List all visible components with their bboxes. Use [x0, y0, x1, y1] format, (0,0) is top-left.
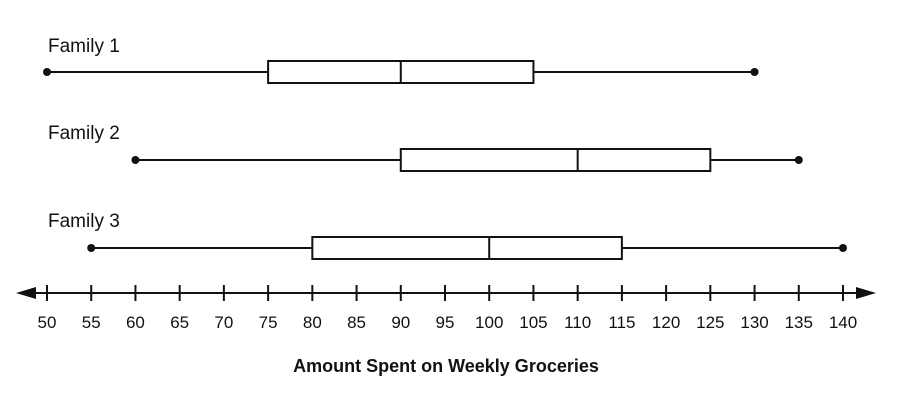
- tick-label: 50: [38, 313, 57, 332]
- tick-label: 120: [652, 313, 680, 332]
- tick-label: 100: [475, 313, 503, 332]
- tick-label: 95: [436, 313, 455, 332]
- min-point: [87, 244, 96, 252]
- box-plot-family-3: Family 3: [48, 211, 847, 260]
- right-arrow-icon: [856, 287, 876, 299]
- iqr-box: [399, 148, 712, 172]
- box-plot-family-2: Family 2: [48, 123, 803, 172]
- min-point: [43, 68, 51, 76]
- box-plots: Family 1 Family 2 Family 3: [43, 36, 847, 260]
- iqr-box: [311, 236, 623, 260]
- max-point: [839, 244, 847, 252]
- min-point: [131, 156, 140, 164]
- tick-label: 105: [519, 313, 547, 332]
- tick-label: 115: [608, 313, 635, 332]
- family-label: Family 1: [48, 36, 120, 57]
- max-point: [750, 68, 759, 76]
- axis-title: Amount Spent on Weekly Groceries: [293, 356, 599, 376]
- tick-label: 130: [740, 313, 768, 332]
- left-arrow-icon: [16, 287, 36, 299]
- tick-label: 75: [259, 313, 278, 332]
- tick-label: 90: [391, 313, 410, 332]
- tick-label: 140: [829, 313, 857, 332]
- tick-label: 80: [303, 313, 322, 332]
- tick-label: 65: [170, 313, 189, 332]
- tick-label: 55: [82, 313, 101, 332]
- tick-label: 125: [696, 313, 724, 332]
- tick-label: 135: [785, 313, 813, 332]
- family-label: Family 3: [48, 211, 120, 232]
- family-label: Family 2: [48, 123, 120, 144]
- tick-label: 70: [214, 313, 233, 332]
- box-plot-family-1: Family 1: [43, 36, 759, 84]
- tick-label: 110: [564, 313, 591, 332]
- tick-label: 60: [126, 313, 145, 332]
- number-line-axis: 50 55 60 65 70 75 80 85 90 95 100 105 110 115 120 125 13…: [16, 285, 876, 332]
- max-point: [794, 156, 803, 164]
- tick-label: 85: [347, 313, 366, 332]
